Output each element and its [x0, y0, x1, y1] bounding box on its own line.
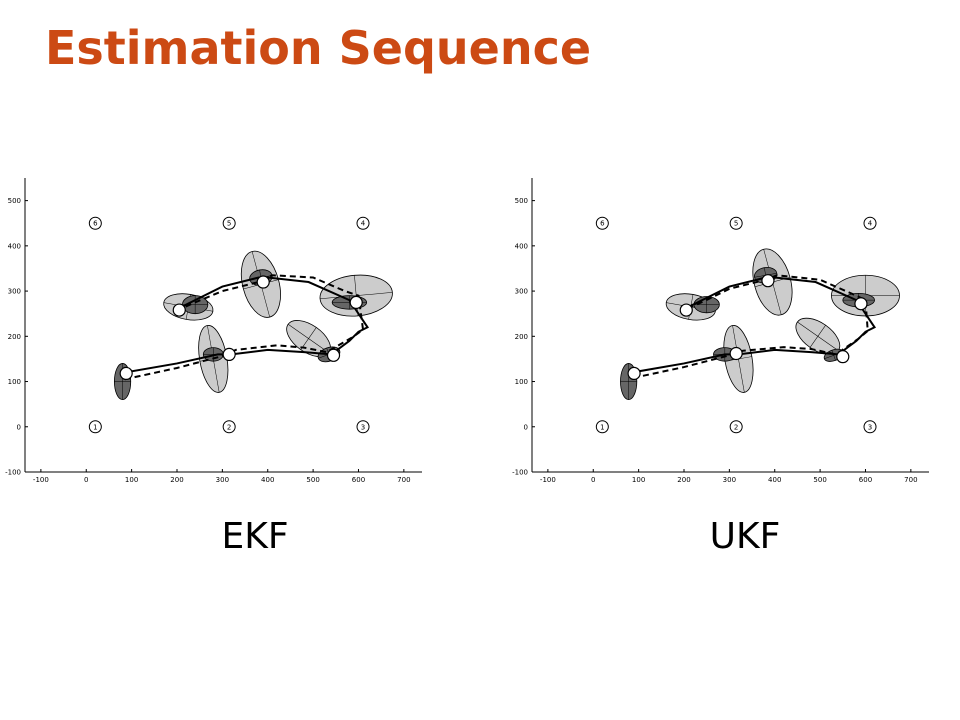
x-tick-label: 200 [677, 476, 690, 484]
x-tick-label: 100 [125, 476, 138, 484]
covariance-ellipse-axis [809, 325, 826, 348]
landmark-label: 2 [734, 423, 738, 431]
x-tick-label: 300 [723, 476, 736, 484]
y-tick-label: -100 [512, 469, 528, 477]
x-tick-label: 500 [306, 476, 319, 484]
x-tick-label: 400 [768, 476, 781, 484]
landmark-label: 3 [361, 423, 365, 431]
landmark [356, 420, 370, 434]
x-tick-label: 600 [352, 476, 365, 484]
x-tick-label: 400 [261, 476, 274, 484]
landmark [729, 420, 743, 434]
y-tick-label: 0 [17, 423, 21, 431]
y-tick-label: 500 [515, 197, 528, 205]
y-tick-label: 200 [8, 333, 21, 341]
x-tick-label: 0 [591, 476, 595, 484]
robot-pose [761, 274, 775, 288]
robot-pose [627, 366, 641, 380]
y-tick-label: 100 [515, 378, 528, 386]
y-tick-label: 300 [8, 288, 21, 296]
estimate-ellipse-axis [831, 350, 836, 361]
landmark [863, 420, 877, 434]
landmark [88, 420, 102, 434]
estimated-path [632, 274, 869, 379]
landmark-label: 4 [868, 220, 873, 228]
landmark-label: 2 [227, 423, 231, 431]
slide-title: Estimation Sequence [45, 21, 591, 75]
y-tick-label: 500 [8, 197, 21, 205]
robot-pose [172, 303, 186, 317]
y-tick-label: 300 [515, 288, 528, 296]
x-tick-label: -100 [33, 476, 49, 484]
x-tick-label: 100 [632, 476, 645, 484]
x-tick-label: 700 [904, 476, 917, 484]
landmark [356, 216, 370, 230]
landmark [729, 216, 743, 230]
x-tick-label: 600 [859, 476, 872, 484]
landmark-label: 1 [93, 423, 97, 431]
landmark-label: 1 [600, 423, 604, 431]
y-tick-label: 400 [8, 242, 21, 250]
landmark-label: 6 [93, 220, 98, 228]
landmark [863, 216, 877, 230]
landmark [595, 420, 609, 434]
landmark-label: 4 [361, 220, 366, 228]
y-tick-label: 400 [515, 242, 528, 250]
robot-pose [349, 295, 363, 309]
estimated-path [124, 274, 365, 381]
robot-pose [256, 275, 270, 289]
landmark-label: 3 [868, 423, 872, 431]
landmark [222, 216, 236, 230]
y-tick-label: 0 [524, 423, 528, 431]
landmark [595, 216, 609, 230]
landmark [88, 216, 102, 230]
panel-caption: EKF [221, 516, 288, 557]
covariance-ellipse-axis [300, 327, 317, 350]
x-tick-label: 300 [216, 476, 229, 484]
x-tick-label: 500 [813, 476, 826, 484]
panel-caption: UKF [710, 516, 781, 557]
robot-pose [679, 303, 693, 317]
y-tick-label: 100 [8, 378, 21, 386]
landmark [222, 420, 236, 434]
landmark-label: 5 [227, 220, 231, 228]
y-tick-label: -100 [5, 469, 21, 477]
robot-pose [119, 366, 133, 380]
x-tick-label: 200 [170, 476, 183, 484]
robot-pose [326, 348, 341, 362]
landmark-label: 6 [600, 220, 605, 228]
robot-pose [836, 350, 850, 364]
x-tick-label: 0 [84, 476, 88, 484]
robot-pose [854, 297, 868, 311]
x-tick-label: -100 [540, 476, 556, 484]
robot-pose [729, 346, 743, 361]
y-tick-label: 200 [515, 333, 528, 341]
landmark-label: 5 [734, 220, 738, 228]
robot-pose [222, 347, 236, 361]
x-tick-label: 700 [397, 476, 410, 484]
